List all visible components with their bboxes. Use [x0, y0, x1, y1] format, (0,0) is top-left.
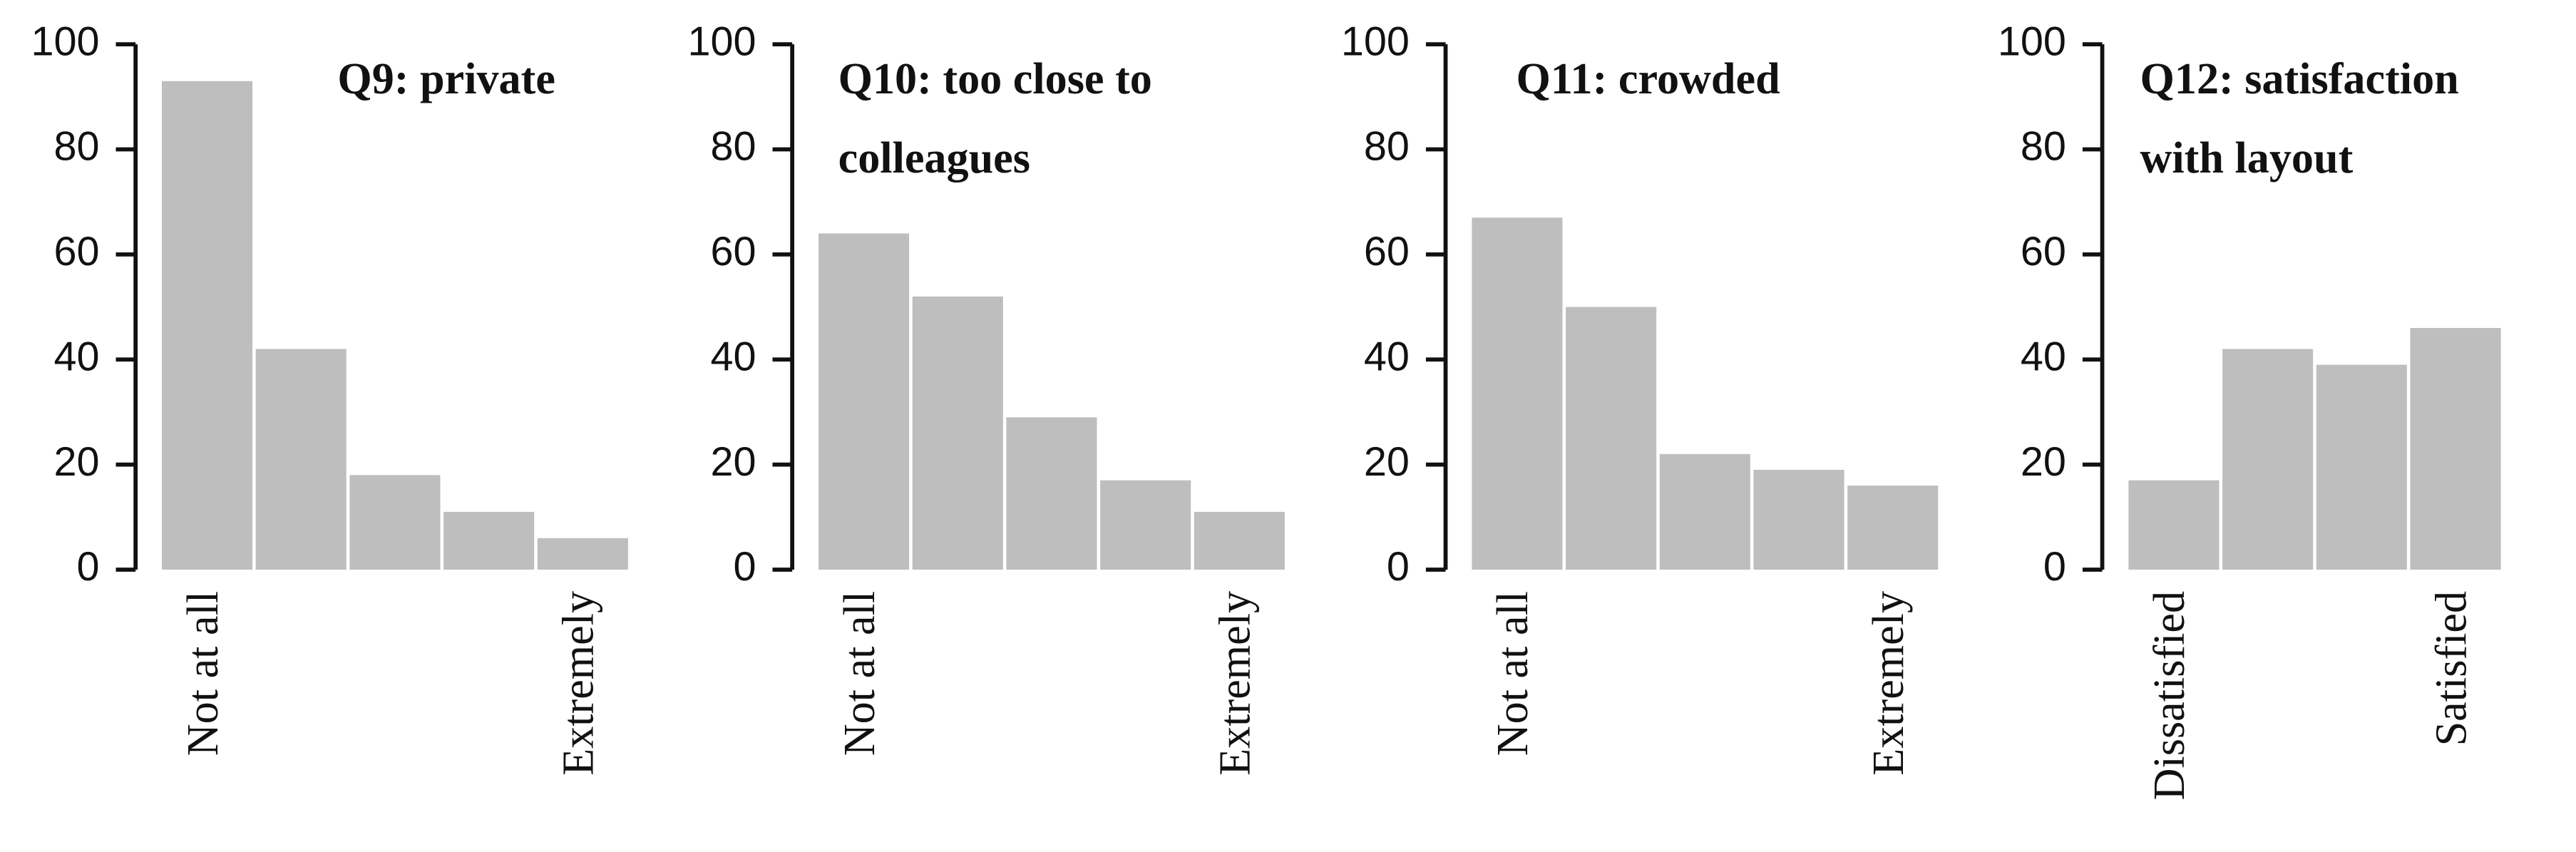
- bar: [1753, 469, 1844, 570]
- chart-title: Q10: too close to colleagues: [838, 53, 1152, 183]
- chart-title-box: Q10: too close to colleagues: [838, 53, 1152, 183]
- chart-title-box: Q11: crowded: [1516, 53, 1780, 104]
- y-tick-label: 60: [53, 229, 99, 274]
- y-tick-label: 60: [2021, 229, 2066, 274]
- y-tick-label: 0: [76, 544, 99, 590]
- y-tick-label: 80: [53, 124, 99, 170]
- y-tick-label: 40: [2021, 334, 2066, 379]
- bar: [1566, 307, 1657, 570]
- y-tick-label: 20: [1364, 439, 1410, 485]
- y-tick-label: 80: [1364, 124, 1410, 170]
- x-tick-label: Extremely: [555, 591, 603, 776]
- bar: [1006, 417, 1097, 570]
- bar: [1472, 217, 1563, 570]
- chart-title: Q12: satisfaction with layout: [2140, 53, 2459, 183]
- chart-title-box: Q12: satisfaction with layout: [2140, 53, 2459, 183]
- y-tick-label: 60: [1364, 229, 1410, 274]
- y-tick-label: 100: [1998, 19, 2066, 64]
- x-tick-label: Not at all: [836, 591, 884, 756]
- x-tick-label: Extremely: [1864, 591, 1913, 776]
- y-tick-label: 20: [2021, 439, 2066, 485]
- bar: [2222, 349, 2314, 570]
- bar: [2410, 328, 2501, 570]
- y-tick-label: 40: [710, 334, 756, 379]
- x-tick-label: Not at all: [179, 591, 227, 756]
- y-tick-label: 0: [2043, 544, 2066, 590]
- bar: [1847, 486, 1939, 570]
- bar: [255, 349, 347, 570]
- y-tick-label: 80: [710, 124, 756, 170]
- bar: [1100, 480, 1191, 570]
- bar: [161, 81, 253, 570]
- y-tick-label: 40: [53, 334, 99, 379]
- bar: [349, 475, 441, 570]
- chart-title: Q11: crowded: [1516, 53, 1780, 104]
- bar: [818, 233, 910, 570]
- y-tick-label: 100: [1341, 19, 1410, 64]
- bar: [537, 538, 628, 570]
- x-tick-label: Dissatisfied: [2145, 591, 2194, 800]
- chart-title: Q9: private: [337, 53, 555, 104]
- x-tick-label: Extremely: [1211, 591, 1260, 776]
- y-tick-label: 20: [53, 439, 99, 485]
- y-tick-label: 0: [733, 544, 756, 590]
- x-tick-label: Satisfied: [2427, 591, 2475, 746]
- x-tick-label: Not at all: [1489, 591, 1537, 756]
- y-tick-label: 60: [710, 229, 756, 274]
- chart-title-box: Q9: private: [337, 53, 555, 104]
- y-tick-label: 40: [1364, 334, 1410, 379]
- y-tick-label: 0: [1387, 544, 1410, 590]
- bar: [1659, 453, 1750, 570]
- y-tick-label: 20: [710, 439, 756, 485]
- bar: [912, 296, 1003, 570]
- y-tick-label: 80: [2021, 124, 2066, 170]
- bar: [443, 511, 535, 570]
- y-tick-label: 100: [31, 19, 99, 64]
- bar: [1194, 511, 1285, 570]
- bar: [2128, 480, 2220, 570]
- bar: [2316, 364, 2407, 570]
- y-tick-label: 100: [687, 19, 756, 64]
